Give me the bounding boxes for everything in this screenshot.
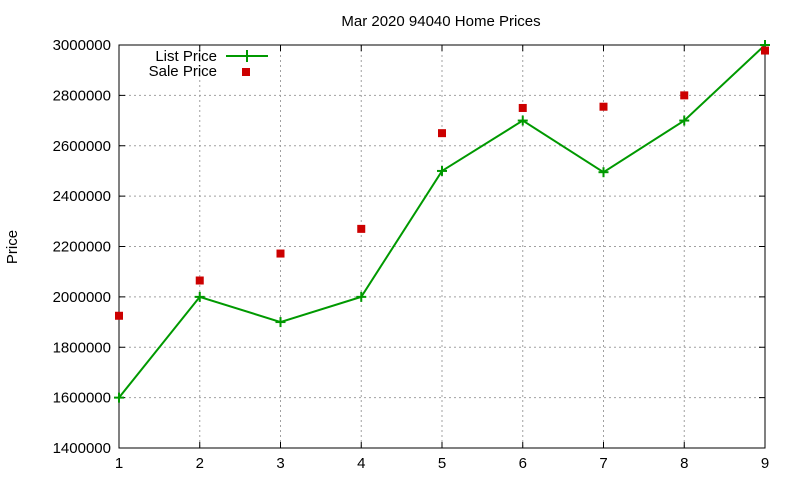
- list-price-point: [679, 115, 690, 126]
- list-price-point: [356, 291, 367, 302]
- x-tick-label: 8: [680, 455, 688, 472]
- sale-price-point: [518, 103, 527, 112]
- legend-list-price-label: List Price: [155, 48, 217, 65]
- plot-frame: [118, 44, 766, 449]
- x-tick-label: 9: [761, 455, 769, 472]
- x-tick-label: 1: [115, 455, 123, 472]
- sale-price-point: [195, 276, 204, 285]
- x-tick-label: 3: [276, 455, 284, 472]
- y-tick-label: 3000000: [53, 37, 111, 54]
- x-tick-label: 2: [196, 455, 204, 472]
- sale-price-point: [276, 249, 285, 258]
- y-tick-label: 1400000: [53, 440, 111, 457]
- list-price-point: [275, 317, 286, 328]
- y-tick-label: 2000000: [53, 289, 111, 306]
- list-price-point: [194, 291, 205, 302]
- sale-price-point: [599, 102, 608, 111]
- sale-price-point: [115, 311, 123, 320]
- y-tick-label: 1600000: [53, 390, 111, 407]
- sale-price-point: [438, 129, 446, 138]
- y-tick-label: 2200000: [53, 239, 111, 256]
- x-tick-label: 6: [519, 455, 527, 472]
- y-tick-label: 1800000: [53, 339, 111, 356]
- chart-title: Mar 2020 94040 Home Prices: [341, 13, 540, 30]
- sale-price-point: [761, 46, 769, 55]
- list-price-point: [114, 392, 124, 403]
- y-axis-label: Price: [4, 230, 21, 264]
- grid: [119, 45, 765, 448]
- sale-price-point: [357, 224, 366, 233]
- axis-ticks: 1400000 1600000 1800000 2000000 2200000 24000…: [53, 37, 770, 472]
- legend-sale-price-label: Sale Price: [149, 63, 217, 80]
- x-tick-label: 4: [357, 455, 365, 472]
- legend: List Price Sale Price: [149, 48, 268, 80]
- legend-list-price-marker: [241, 50, 253, 62]
- list-price-point: [598, 167, 609, 178]
- x-tick-label: 5: [438, 455, 446, 472]
- list-price-point: [517, 115, 528, 126]
- y-tick-label: 2400000: [53, 188, 111, 205]
- sale-price-point: [680, 91, 689, 100]
- legend-sale-price-marker: [242, 68, 250, 76]
- x-tick-label: 7: [599, 455, 607, 472]
- list-price-point: [437, 165, 447, 176]
- y-tick-label: 2600000: [53, 138, 111, 155]
- y-tick-label: 2800000: [53, 87, 111, 104]
- series-layer: [114, 40, 770, 403]
